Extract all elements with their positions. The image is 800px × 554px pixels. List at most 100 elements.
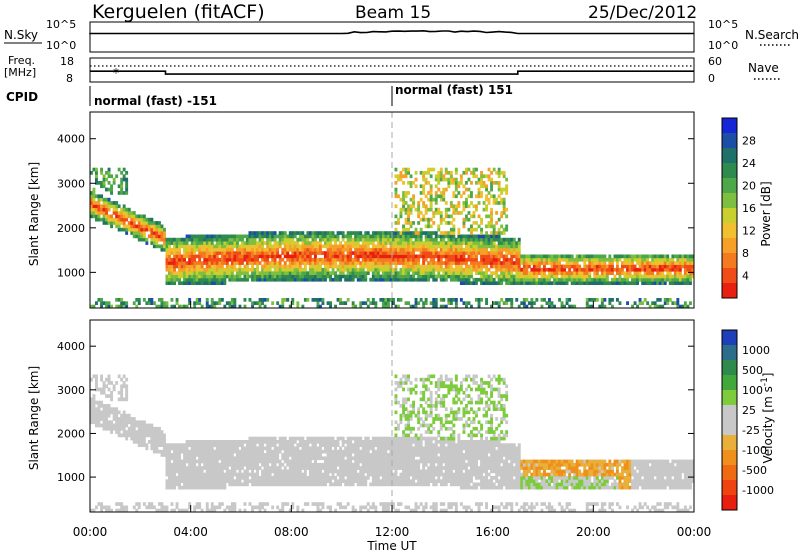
velocity-cell <box>213 453 217 457</box>
velocity-cell <box>215 482 219 487</box>
power-cell <box>203 277 207 282</box>
power-cell <box>427 267 431 272</box>
power-cell <box>477 214 481 219</box>
power-cell <box>568 264 572 269</box>
velocity-cell <box>261 469 264 474</box>
power-cell <box>102 217 106 222</box>
power-cell <box>190 247 194 252</box>
velocity-cell <box>223 440 227 444</box>
power-cell <box>261 231 264 235</box>
power-cell <box>278 277 282 282</box>
velocity-cell <box>223 476 227 480</box>
power-cell <box>407 267 410 272</box>
power-cell <box>600 257 604 262</box>
velocity-cell <box>321 436 325 441</box>
velocity-cell <box>218 469 222 474</box>
power-cell <box>527 301 531 305</box>
power-cell <box>414 244 418 249</box>
power-cell <box>449 267 453 272</box>
power-cell <box>263 267 267 272</box>
velocity-cell <box>183 479 186 483</box>
velocity-cell <box>329 505 332 510</box>
power-cell <box>467 194 471 199</box>
velocity-cell <box>251 446 254 451</box>
power-cell <box>409 237 413 242</box>
power-cell <box>241 244 244 249</box>
velocity-cell <box>351 436 355 441</box>
velocity-cell <box>110 397 113 402</box>
power-cell <box>273 277 277 282</box>
power-cell <box>520 271 524 275</box>
power-cell <box>417 244 421 249</box>
power-cell <box>230 251 234 255</box>
velocity-cell <box>286 459 290 464</box>
power-cell <box>392 241 395 245</box>
velocity-cell <box>326 479 330 483</box>
power-cell <box>258 261 262 265</box>
power-cell <box>452 177 456 182</box>
power-cell <box>316 267 320 272</box>
power-cell <box>205 301 209 305</box>
power-cell <box>490 254 493 259</box>
power-cell <box>527 277 531 282</box>
velocity-cell <box>137 443 141 447</box>
velocity-cell <box>248 466 252 470</box>
velocity-cell <box>298 479 302 483</box>
power-cell <box>671 301 675 305</box>
velocity-cell <box>107 394 111 398</box>
power-cell <box>683 267 687 272</box>
velocity-cell <box>339 459 342 464</box>
power-cell <box>633 254 637 259</box>
power-cell <box>173 237 176 242</box>
power-cell <box>666 254 670 259</box>
velocity-cell <box>344 505 348 510</box>
power-cell <box>653 304 657 309</box>
power-cell <box>298 264 302 269</box>
power-cell <box>329 257 332 262</box>
power-cell <box>263 298 267 302</box>
power-cell <box>419 227 423 232</box>
velocity-cell <box>228 440 232 444</box>
velocity-cell <box>359 443 363 447</box>
velocity-cell <box>210 476 214 480</box>
velocity-cell <box>258 482 262 487</box>
velocity-cell <box>361 479 365 483</box>
power-cell <box>671 264 675 269</box>
power-cell <box>689 301 692 305</box>
power-cell <box>480 281 483 285</box>
power-cell <box>203 281 207 285</box>
power-cell <box>623 281 627 285</box>
power-cell <box>525 254 529 259</box>
power-cell <box>193 274 197 279</box>
power-cell <box>359 244 363 249</box>
power-cell <box>449 277 453 282</box>
power-cell <box>641 264 645 269</box>
power-cell <box>434 274 438 279</box>
velocity-cell <box>291 476 295 480</box>
power-cell <box>475 261 478 265</box>
power-cell <box>548 301 551 305</box>
power-cell <box>321 271 325 275</box>
power-cell <box>324 251 327 255</box>
velocity-cell <box>311 482 315 487</box>
power-cell <box>439 257 443 262</box>
power-cell <box>165 277 169 282</box>
power-cell <box>185 251 189 255</box>
power-cell <box>278 267 282 272</box>
velocity-cell <box>271 459 275 464</box>
power-cell <box>487 234 491 239</box>
power-cell <box>324 257 327 262</box>
power-cell <box>633 257 637 262</box>
power-cell <box>394 257 398 262</box>
velocity-cell <box>341 479 345 483</box>
power-cell <box>402 261 405 265</box>
power-cell <box>394 254 398 259</box>
power-cell <box>311 251 315 255</box>
power-cell <box>444 214 448 219</box>
power-cell <box>314 267 317 272</box>
velocity-cell <box>334 459 337 464</box>
power-cell <box>459 254 463 259</box>
power-cell <box>248 267 252 272</box>
velocity-cell <box>168 443 171 447</box>
